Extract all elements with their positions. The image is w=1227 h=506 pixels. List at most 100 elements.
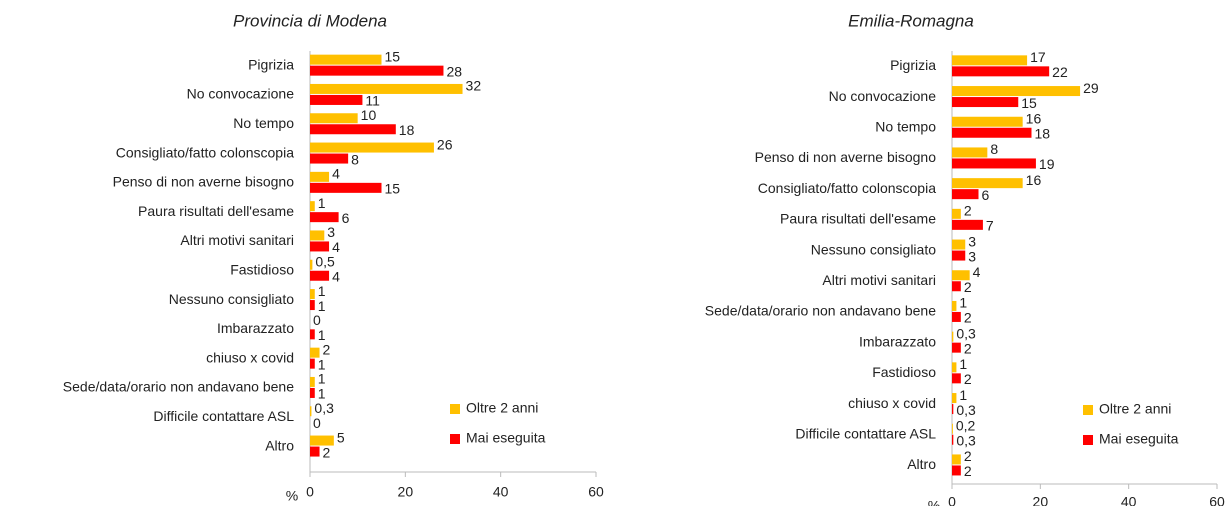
data-label: 4	[332, 268, 340, 284]
data-label: 18	[1035, 125, 1051, 141]
data-label: 16	[1026, 172, 1042, 188]
data-label: 11	[365, 93, 380, 109]
data-label: 5	[337, 429, 345, 445]
y-tick-label: Nessuno consigliato	[811, 241, 937, 257]
y-tick-label: Altri motivi sanitari	[180, 232, 294, 248]
bar	[952, 465, 961, 476]
y-tick-label: Pigrizia	[890, 57, 936, 73]
bar	[310, 171, 330, 182]
y-tick-label: No convocazione	[829, 88, 937, 104]
bar	[952, 362, 957, 373]
data-label: 8	[351, 151, 359, 167]
y-tick-label: Penso di non averne bisogno	[113, 174, 295, 190]
data-label: 2	[964, 340, 972, 356]
x-tick-label: 40	[1121, 494, 1137, 506]
bar	[310, 270, 330, 281]
y-tick-label: Sede/data/orario non andavano bene	[705, 303, 936, 319]
data-label: 15	[1021, 95, 1037, 111]
data-label: 2	[323, 341, 331, 357]
data-label: 10	[361, 107, 377, 123]
bar	[952, 373, 961, 384]
legend-label: Oltre 2 anni	[466, 400, 538, 416]
data-label: 0,5	[315, 253, 335, 269]
data-label: 3	[327, 224, 335, 240]
legend-label: Mai eseguita	[466, 430, 546, 446]
bar	[310, 94, 363, 105]
y-tick-label: Consigliato/fatto colonscopia	[758, 180, 936, 196]
data-label: 0,3	[956, 402, 976, 418]
data-label: 0,3	[956, 325, 976, 341]
bar	[952, 86, 1081, 97]
bar	[310, 406, 312, 417]
bar	[310, 54, 382, 65]
data-label: 2	[964, 310, 972, 326]
bar	[310, 329, 315, 340]
data-label: 2	[964, 371, 972, 387]
x-tick-label: 20	[1033, 494, 1049, 506]
bar	[310, 387, 315, 398]
y-tick-label: Altro	[265, 437, 294, 453]
data-label: 17	[1030, 49, 1046, 65]
x-tick-label: 0	[306, 484, 314, 500]
bar	[952, 423, 953, 434]
data-label: 0	[313, 415, 321, 431]
bar	[952, 219, 983, 230]
y-tick-label: Nessuno consigliato	[169, 291, 295, 307]
bar	[310, 230, 325, 241]
y-tick-label: Sede/data/orario non andavano bene	[63, 379, 294, 395]
bar	[952, 97, 1019, 108]
y-tick-label: Difficile contattare ASL	[795, 425, 936, 441]
bar	[310, 142, 434, 153]
chart-title: Emilia-Romagna	[848, 11, 974, 30]
data-label: 19	[1039, 156, 1055, 172]
data-label: 3	[968, 233, 976, 249]
bar	[952, 281, 961, 292]
bar	[952, 189, 979, 200]
data-label: 0,2	[956, 417, 976, 433]
x-tick-label: 60	[1209, 494, 1225, 506]
data-label: 29	[1083, 80, 1099, 96]
data-label: 28	[446, 63, 462, 79]
legend-swatch	[450, 404, 460, 414]
data-label: 1	[318, 195, 326, 211]
y-tick-label: Paura risultati dell'esame	[780, 211, 936, 227]
bar	[952, 178, 1023, 189]
y-tick-label: Altri motivi sanitari	[822, 272, 936, 288]
bar	[310, 201, 315, 212]
bar	[952, 116, 1023, 127]
legend-swatch	[1083, 435, 1093, 445]
bar	[952, 239, 966, 250]
data-label: 16	[1026, 110, 1042, 126]
y-tick-label: Pigrizia	[248, 56, 294, 72]
bar	[310, 65, 444, 76]
data-label: 6	[982, 187, 990, 203]
data-label: 15	[385, 181, 401, 197]
bar	[310, 358, 315, 369]
x-tick-label: 40	[493, 484, 509, 500]
data-label: 1	[318, 298, 326, 314]
bar	[310, 435, 334, 446]
data-label: 1	[959, 356, 967, 372]
bar	[310, 113, 358, 124]
bar	[952, 342, 961, 353]
data-label: 1	[959, 387, 967, 403]
y-tick-label: Penso di non averne bisogno	[755, 149, 937, 165]
legend-swatch	[450, 434, 460, 444]
bar	[310, 212, 339, 223]
data-label: 2	[964, 448, 972, 464]
data-label: 1	[959, 295, 967, 311]
y-tick-label: Consigliato/fatto colonscopia	[116, 144, 294, 160]
y-tick-label: Imbarazzato	[859, 333, 936, 349]
data-label: 1	[318, 283, 326, 299]
y-tick-label: Difficile contattare ASL	[153, 408, 294, 424]
data-label: 4	[973, 264, 981, 280]
y-tick-label: No convocazione	[187, 86, 295, 102]
bar	[310, 300, 315, 311]
y-tick-label: chiuso x covid	[848, 395, 936, 411]
bar	[310, 376, 315, 387]
legend-label: Mai eseguita	[1099, 431, 1179, 447]
x-tick-label: 0	[948, 494, 956, 506]
data-label: 18	[399, 122, 415, 138]
bar	[952, 66, 1050, 77]
